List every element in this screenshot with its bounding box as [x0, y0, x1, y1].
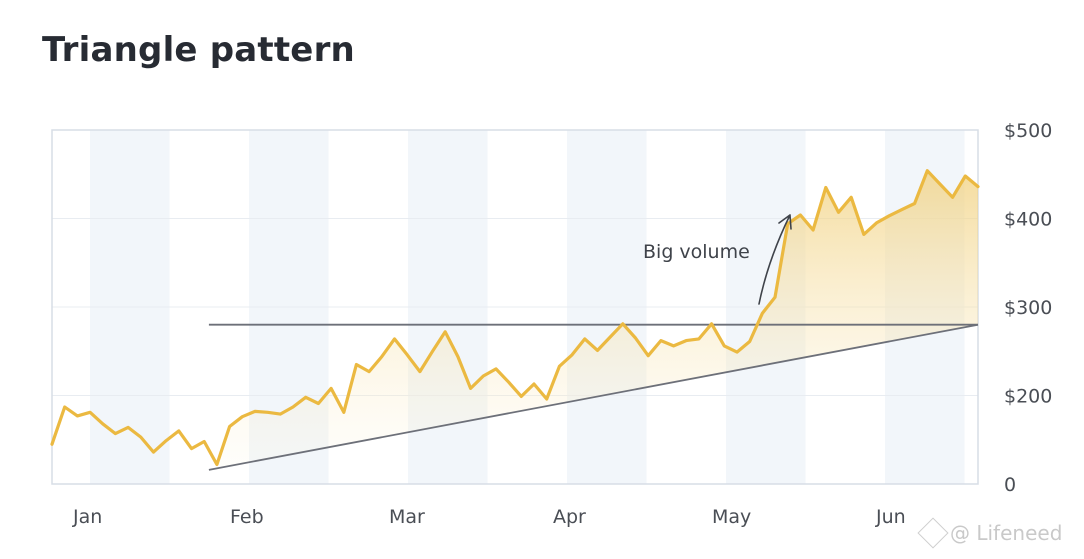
- y-tick-label: 0: [1004, 474, 1016, 496]
- x-tick-label: Jan: [72, 506, 102, 528]
- x-tick-label: Feb: [230, 506, 264, 528]
- big-volume-annotation: Big volume: [643, 214, 792, 305]
- x-axis: Jan Feb Mar Apr May Jun: [72, 506, 906, 528]
- y-tick-label: $200: [1004, 386, 1052, 408]
- chart-title: Triangle pattern: [42, 30, 355, 70]
- arrow-icon: [758, 214, 792, 305]
- y-axis: 0 $200 $300 $400 $500: [1004, 120, 1052, 496]
- x-tick-label: Mar: [389, 506, 425, 528]
- x-tick-label: Jun: [875, 506, 906, 528]
- support-line: [208, 323, 979, 471]
- watermark-logo-icon: [917, 517, 949, 549]
- y-tick-label: $300: [1004, 297, 1052, 319]
- price-area: [216, 170, 978, 469]
- annotation-label: Big volume: [643, 241, 750, 263]
- y-tick-label: $400: [1004, 209, 1052, 231]
- y-tick-label: $500: [1004, 120, 1052, 142]
- price-line: [50, 169, 980, 467]
- watermark: @ Lifeneed: [917, 517, 1063, 549]
- x-tick-label: May: [712, 506, 751, 528]
- x-tick-label: Apr: [553, 506, 586, 528]
- watermark-text: @ Lifeneed: [950, 521, 1063, 545]
